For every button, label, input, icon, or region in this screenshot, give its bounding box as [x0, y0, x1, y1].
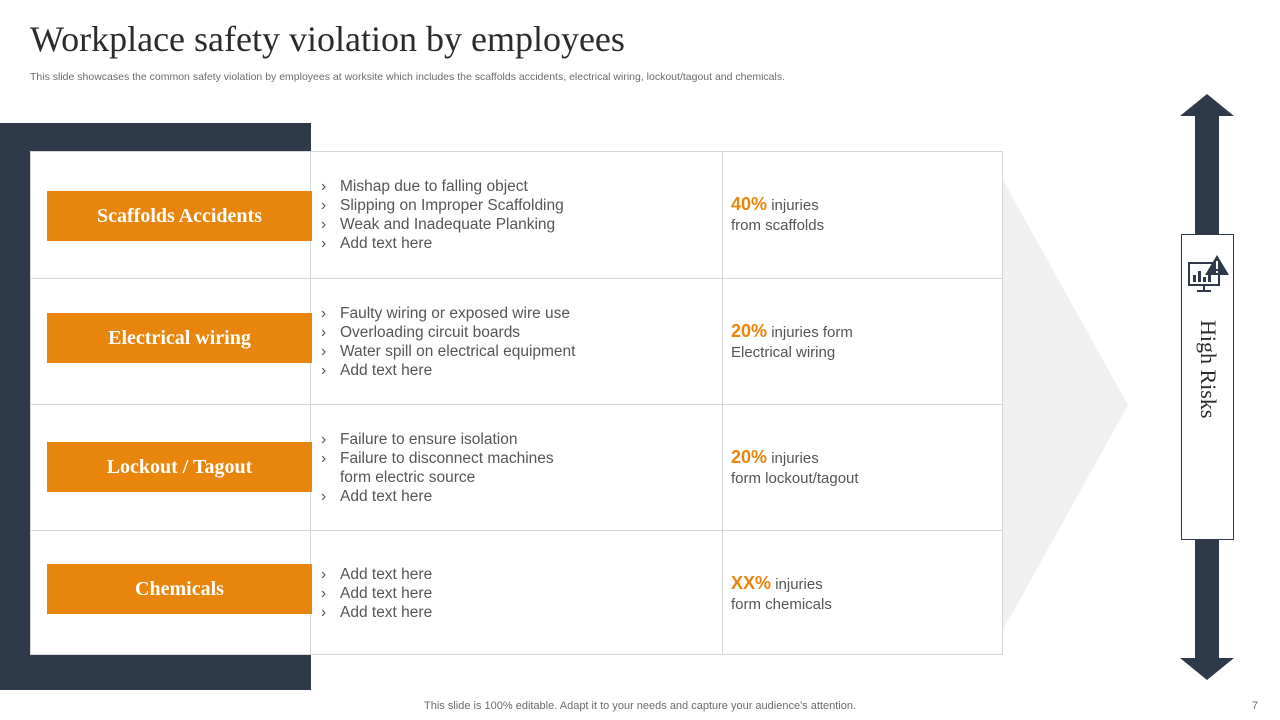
stat-percent: 20% — [731, 320, 768, 341]
bullet-list: Mishap due to falling object Slipping on… — [321, 152, 711, 278]
stat-block: XX% injuries form chemicals — [731, 531, 991, 656]
risk-indicator-box: High Risks — [1181, 234, 1234, 540]
page-number: 7 — [1251, 700, 1258, 712]
bullet-item: Add text here — [321, 584, 711, 603]
stat-line2: form lockout/tagout — [731, 469, 859, 487]
chevron-shape — [1003, 180, 1128, 630]
bullet-item: Slipping on Improper Scaffolding — [321, 196, 711, 215]
bullet-item: Weak and Inadequate Planking — [321, 215, 711, 234]
stat-percent: XX% — [731, 572, 772, 593]
warning-monitor-chart-icon — [1188, 255, 1229, 292]
bullet-list: Add text here Add text here Add text her… — [321, 531, 711, 656]
stat-block: 40% injuries from scaffolds — [731, 152, 991, 278]
bullet-item: Mishap due to falling object — [321, 177, 711, 196]
bullet-item: Water spill on electrical equipment — [321, 342, 711, 361]
bullet-item: Faulty wiring or exposed wire use — [321, 304, 711, 323]
bullet-item: Failure to ensure isolation — [321, 430, 711, 449]
bullet-list: Faulty wiring or exposed wire use Overlo… — [321, 279, 711, 404]
column-divider — [722, 152, 723, 654]
table-row: Add text here Add text here Add text her… — [31, 530, 1002, 656]
stat-percent: 40% — [731, 194, 768, 214]
bullet-item: Add text here — [321, 361, 711, 380]
stat-text: injuries — [775, 575, 823, 593]
category-label-scaffolds: Scaffolds Accidents — [47, 191, 312, 241]
bullet-item: Failure to disconnect machines form elec… — [321, 449, 580, 487]
stat-percent: 20% — [731, 446, 768, 467]
category-label-electrical: Electrical wiring — [47, 313, 312, 363]
stat-text: injuries — [771, 197, 819, 214]
category-label-chemicals: Chemicals — [47, 564, 312, 614]
bullet-item: Overloading circuit boards — [321, 323, 711, 342]
bullet-item: Add text here — [321, 234, 711, 253]
high-risks-label: High Risks — [1196, 320, 1221, 419]
slide-subtitle: This slide showcases the common safety v… — [30, 71, 786, 83]
table-row: Mishap due to falling object Slipping on… — [31, 152, 1002, 278]
stat-text: injuries form — [771, 323, 853, 341]
stat-text: injuries — [771, 449, 819, 467]
stat-block: 20% injuries form lockout/tagout — [731, 405, 991, 530]
slide-title: Workplace safety violation by employees — [30, 19, 625, 59]
stat-line2: form chemicals — [731, 595, 832, 613]
stat-line2: Electrical wiring — [731, 343, 836, 361]
category-column: Scaffolds Accidents Electrical wiring Lo… — [30, 151, 312, 655]
stat-line2: from scaffolds — [731, 217, 825, 234]
bullet-list: Failure to ensure isolation Failure to d… — [321, 405, 711, 530]
table-row: Faulty wiring or exposed wire use Overlo… — [31, 278, 1002, 404]
bullet-item: Add text here — [321, 603, 711, 622]
table-row: Failure to ensure isolation Failure to d… — [31, 404, 1002, 530]
bullet-item: Add text here — [321, 565, 711, 584]
category-label-lockout: Lockout / Tagout — [47, 442, 312, 492]
stat-block: 20% injuries form Electrical wiring — [731, 279, 991, 404]
footer-note: This slide is 100% editable. Adapt it to… — [424, 700, 856, 712]
bullet-item: Add text here — [321, 487, 711, 506]
